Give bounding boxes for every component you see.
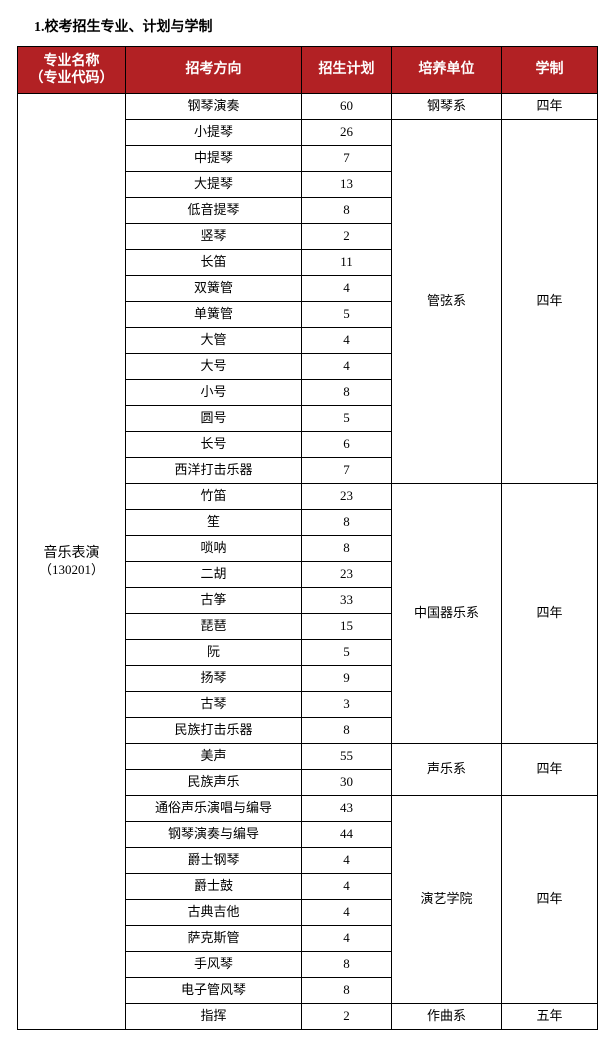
plan-cell: 4: [302, 276, 392, 302]
plan-cell: 4: [302, 874, 392, 900]
direction-cell: 民族声乐: [126, 770, 302, 796]
unit-cell: 中国器乐系: [392, 484, 502, 744]
plan-cell: 8: [302, 718, 392, 744]
plan-cell: 5: [302, 302, 392, 328]
direction-cell: 民族打击乐器: [126, 718, 302, 744]
plan-cell: 23: [302, 562, 392, 588]
direction-cell: 小提琴: [126, 120, 302, 146]
direction-cell: 电子管风琴: [126, 978, 302, 1004]
direction-cell: 钢琴演奏与编导: [126, 822, 302, 848]
plan-cell: 4: [302, 354, 392, 380]
plan-cell: 4: [302, 328, 392, 354]
plan-cell: 8: [302, 380, 392, 406]
direction-cell: 指挥: [126, 1004, 302, 1030]
direction-cell: 钢琴演奏: [126, 94, 302, 120]
direction-cell: 长号: [126, 432, 302, 458]
plan-cell: 8: [302, 978, 392, 1004]
plan-cell: 23: [302, 484, 392, 510]
direction-cell: 中提琴: [126, 146, 302, 172]
plan-cell: 60: [302, 94, 392, 120]
plan-cell: 6: [302, 432, 392, 458]
plan-cell: 11: [302, 250, 392, 276]
plan-cell: 7: [302, 458, 392, 484]
direction-cell: 双簧管: [126, 276, 302, 302]
unit-cell: 钢琴系: [392, 94, 502, 120]
col-header-3: 培养单位: [392, 47, 502, 94]
direction-cell: 美声: [126, 744, 302, 770]
col-header-2: 招生计划: [302, 47, 392, 94]
major-name: 音乐表演: [20, 545, 123, 563]
plan-cell: 44: [302, 822, 392, 848]
plan-cell: 8: [302, 952, 392, 978]
major-code: （130201）: [20, 562, 123, 578]
direction-cell: 琵琶: [126, 614, 302, 640]
direction-cell: 大管: [126, 328, 302, 354]
plan-cell: 13: [302, 172, 392, 198]
direction-cell: 手风琴: [126, 952, 302, 978]
col-header-1: 招考方向: [126, 47, 302, 94]
plan-cell: 5: [302, 406, 392, 432]
direction-cell: 爵士钢琴: [126, 848, 302, 874]
admission-table: 专业名称（专业代码）招考方向招生计划培养单位学制 音乐表演（130201）钢琴演…: [17, 46, 598, 1030]
duration-cell: 四年: [502, 120, 598, 484]
plan-cell: 4: [302, 900, 392, 926]
unit-cell: 管弦系: [392, 120, 502, 484]
direction-cell: 长笛: [126, 250, 302, 276]
direction-cell: 大号: [126, 354, 302, 380]
plan-cell: 7: [302, 146, 392, 172]
duration-cell: 四年: [502, 744, 598, 796]
plan-cell: 15: [302, 614, 392, 640]
col-header-0: 专业名称（专业代码）: [18, 47, 126, 94]
direction-cell: 圆号: [126, 406, 302, 432]
duration-cell: 五年: [502, 1004, 598, 1030]
plan-cell: 33: [302, 588, 392, 614]
direction-cell: 单簧管: [126, 302, 302, 328]
direction-cell: 二胡: [126, 562, 302, 588]
plan-cell: 8: [302, 510, 392, 536]
direction-cell: 扬琴: [126, 666, 302, 692]
plan-cell: 2: [302, 1004, 392, 1030]
direction-cell: 爵士鼓: [126, 874, 302, 900]
major-cell: 音乐表演（130201）: [18, 94, 126, 1030]
table-row: 音乐表演（130201）钢琴演奏60钢琴系四年: [18, 94, 598, 120]
direction-cell: 竖琴: [126, 224, 302, 250]
table-header: 专业名称（专业代码）招考方向招生计划培养单位学制: [18, 47, 598, 94]
plan-cell: 5: [302, 640, 392, 666]
unit-cell: 声乐系: [392, 744, 502, 796]
plan-cell: 3: [302, 692, 392, 718]
direction-cell: 低音提琴: [126, 198, 302, 224]
plan-cell: 2: [302, 224, 392, 250]
plan-cell: 26: [302, 120, 392, 146]
direction-cell: 古筝: [126, 588, 302, 614]
duration-cell: 四年: [502, 484, 598, 744]
direction-cell: 通俗声乐演唱与编导: [126, 796, 302, 822]
direction-cell: 笙: [126, 510, 302, 536]
direction-cell: 唢呐: [126, 536, 302, 562]
unit-cell: 作曲系: [392, 1004, 502, 1030]
plan-cell: 43: [302, 796, 392, 822]
plan-cell: 30: [302, 770, 392, 796]
direction-cell: 阮: [126, 640, 302, 666]
col-header-4: 学制: [502, 47, 598, 94]
direction-cell: 萨克斯管: [126, 926, 302, 952]
plan-cell: 8: [302, 536, 392, 562]
direction-cell: 西洋打击乐器: [126, 458, 302, 484]
plan-cell: 4: [302, 926, 392, 952]
direction-cell: 大提琴: [126, 172, 302, 198]
plan-cell: 8: [302, 198, 392, 224]
plan-cell: 55: [302, 744, 392, 770]
plan-cell: 9: [302, 666, 392, 692]
duration-cell: 四年: [502, 94, 598, 120]
unit-cell: 演艺学院: [392, 796, 502, 1004]
direction-cell: 古典吉他: [126, 900, 302, 926]
duration-cell: 四年: [502, 796, 598, 1004]
direction-cell: 古琴: [126, 692, 302, 718]
section-title: 1.校考招生专业、计划与学制: [34, 16, 603, 36]
table-body: 音乐表演（130201）钢琴演奏60钢琴系四年小提琴26管弦系四年中提琴7大提琴…: [18, 94, 598, 1030]
plan-cell: 4: [302, 848, 392, 874]
direction-cell: 小号: [126, 380, 302, 406]
direction-cell: 竹笛: [126, 484, 302, 510]
